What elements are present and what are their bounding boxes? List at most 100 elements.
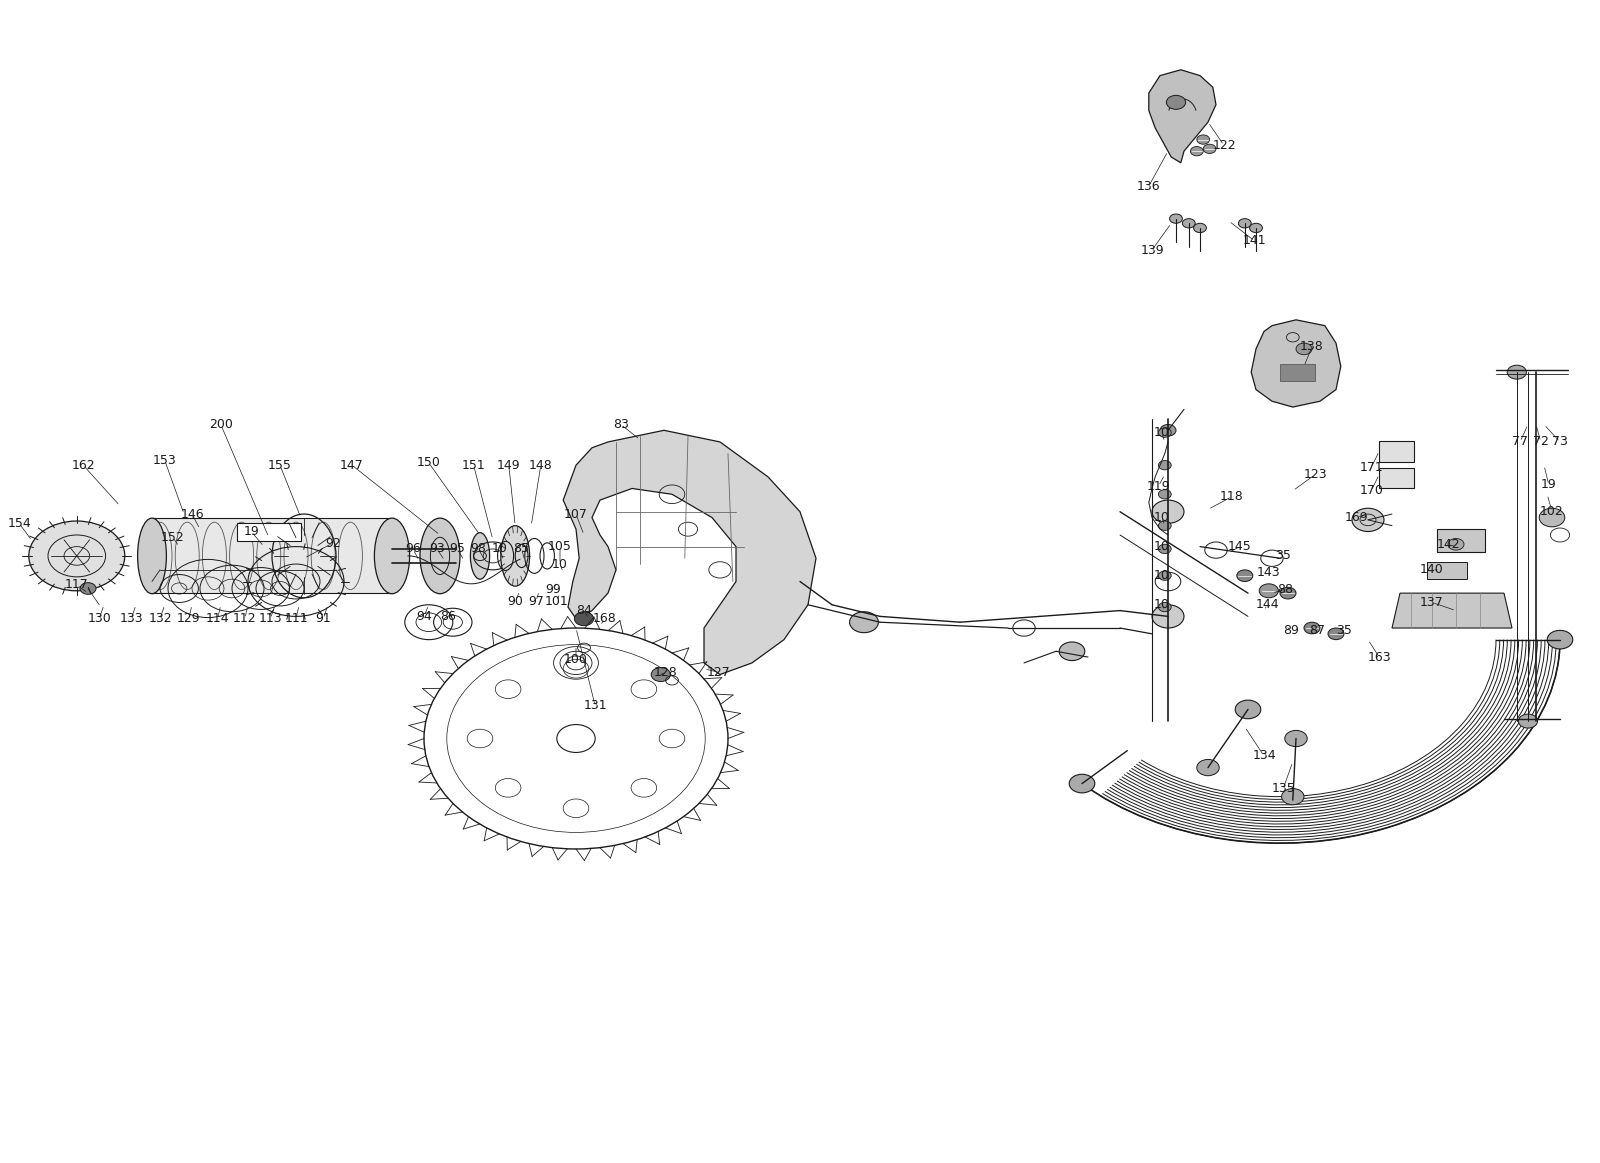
Text: 113: 113 (259, 612, 282, 626)
Text: 140: 140 (1421, 563, 1443, 577)
Text: 111: 111 (285, 612, 307, 626)
Text: 114: 114 (206, 612, 229, 626)
Circle shape (1539, 508, 1565, 527)
Circle shape (1158, 490, 1171, 499)
Text: 162: 162 (72, 458, 94, 472)
Text: 122: 122 (1213, 138, 1235, 152)
Text: 119: 119 (1147, 479, 1170, 493)
Text: 150: 150 (418, 456, 440, 470)
Text: 143: 143 (1258, 565, 1280, 579)
Text: 87: 87 (1309, 623, 1325, 637)
Circle shape (1194, 223, 1206, 233)
Circle shape (1259, 584, 1278, 598)
Circle shape (1448, 538, 1464, 550)
Text: 97: 97 (528, 594, 544, 608)
Text: 107: 107 (565, 507, 587, 521)
Circle shape (1282, 789, 1304, 805)
Text: 163: 163 (1368, 650, 1390, 664)
Text: 92: 92 (325, 536, 341, 550)
Text: 147: 147 (341, 458, 363, 472)
Polygon shape (152, 518, 392, 593)
Text: 137: 137 (1421, 595, 1443, 609)
Ellipse shape (374, 519, 410, 594)
Text: 135: 135 (1272, 782, 1294, 795)
Text: 132: 132 (149, 612, 171, 626)
Text: 95: 95 (450, 542, 466, 556)
Text: 169: 169 (1346, 511, 1368, 525)
Text: 123: 123 (1304, 468, 1326, 481)
Polygon shape (1251, 320, 1341, 407)
Text: 10: 10 (1154, 511, 1170, 525)
Text: 98: 98 (470, 542, 486, 556)
Circle shape (1235, 700, 1261, 719)
Circle shape (1547, 630, 1573, 649)
Text: 93: 93 (429, 542, 445, 556)
Circle shape (1166, 95, 1186, 109)
Ellipse shape (421, 519, 461, 594)
Circle shape (1059, 642, 1085, 661)
Text: 141: 141 (1243, 234, 1266, 248)
Text: 10: 10 (1154, 426, 1170, 440)
Circle shape (1507, 365, 1526, 379)
Text: 151: 151 (462, 458, 485, 472)
Text: 99: 99 (546, 583, 562, 597)
Circle shape (1158, 571, 1171, 580)
Polygon shape (563, 430, 816, 675)
Text: 89: 89 (1283, 623, 1299, 637)
Circle shape (29, 521, 125, 591)
Polygon shape (1149, 70, 1216, 163)
Circle shape (1158, 544, 1171, 554)
Ellipse shape (138, 519, 166, 594)
Circle shape (1352, 508, 1384, 531)
Circle shape (1170, 214, 1182, 223)
Circle shape (1182, 219, 1195, 228)
Text: 148: 148 (530, 458, 552, 472)
Text: 86: 86 (440, 609, 456, 623)
Text: 91: 91 (315, 612, 331, 626)
Ellipse shape (470, 533, 490, 579)
Text: 94: 94 (416, 609, 432, 623)
Circle shape (1190, 147, 1203, 156)
Circle shape (1518, 714, 1538, 728)
Circle shape (1328, 628, 1344, 640)
Circle shape (80, 583, 96, 594)
Text: 145: 145 (1229, 540, 1251, 554)
Circle shape (1197, 759, 1219, 776)
Circle shape (574, 612, 594, 626)
FancyBboxPatch shape (1437, 529, 1485, 552)
Text: 200: 200 (210, 418, 232, 431)
Circle shape (1158, 602, 1171, 612)
Text: 127: 127 (707, 665, 730, 679)
Text: 102: 102 (1541, 505, 1563, 519)
Text: 118: 118 (1221, 490, 1243, 504)
Text: 138: 138 (1301, 340, 1323, 354)
Text: 105: 105 (549, 540, 571, 554)
Circle shape (1285, 730, 1307, 747)
Text: 10: 10 (1154, 598, 1170, 612)
Circle shape (1304, 622, 1320, 634)
Circle shape (1197, 135, 1210, 144)
FancyBboxPatch shape (1427, 562, 1467, 579)
Text: 72: 72 (1533, 435, 1549, 449)
Circle shape (1158, 461, 1171, 470)
Text: 139: 139 (1141, 243, 1163, 257)
Circle shape (850, 612, 878, 633)
Text: 171: 171 (1360, 461, 1382, 475)
Circle shape (1250, 223, 1262, 233)
Text: 85: 85 (514, 542, 530, 556)
Text: 83: 83 (613, 418, 629, 431)
Text: 130: 130 (88, 612, 110, 626)
Ellipse shape (501, 526, 530, 586)
Text: 84: 84 (576, 604, 592, 618)
Text: 10: 10 (491, 542, 507, 556)
Circle shape (1158, 428, 1171, 437)
Circle shape (1152, 605, 1184, 628)
Text: 101: 101 (546, 594, 568, 608)
Text: 133: 133 (120, 612, 142, 626)
Text: 142: 142 (1437, 537, 1459, 551)
Text: 96: 96 (405, 542, 421, 556)
Text: 146: 146 (181, 507, 203, 521)
Text: 136: 136 (1138, 179, 1160, 193)
Text: 149: 149 (498, 458, 520, 472)
Text: 88: 88 (1277, 583, 1293, 597)
